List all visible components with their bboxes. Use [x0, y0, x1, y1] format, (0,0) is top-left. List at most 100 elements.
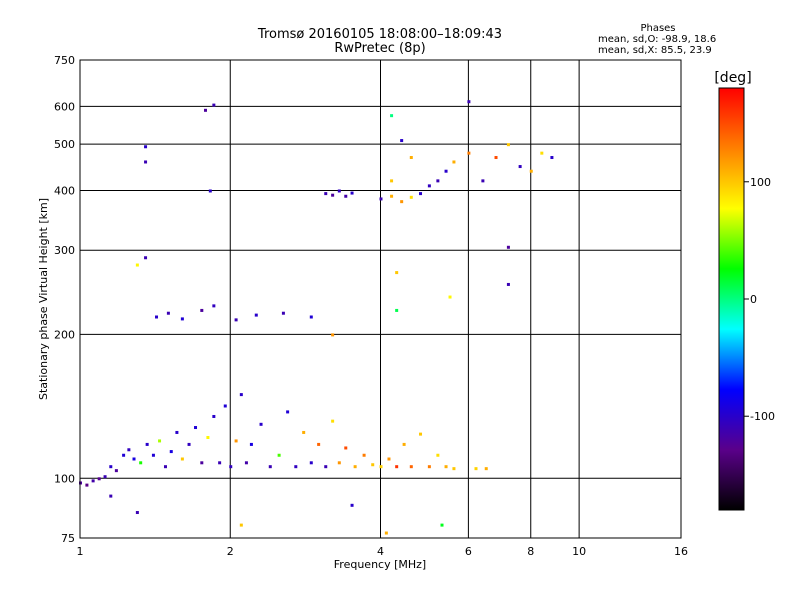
- data-point-81: [444, 169, 448, 173]
- data-point-37: [317, 442, 321, 446]
- data-point-62: [200, 308, 204, 312]
- data-point-103: [395, 271, 399, 275]
- data-point-57: [144, 256, 148, 260]
- data-point-13: [158, 439, 162, 443]
- data-point-96: [212, 103, 216, 107]
- data-point-94: [144, 160, 148, 164]
- x-tick-label-3: 6: [465, 545, 472, 558]
- data-point-85: [494, 156, 498, 160]
- y-tick-label-5: 500: [54, 138, 75, 151]
- data-point-70: [331, 193, 335, 197]
- data-point-52: [436, 453, 440, 457]
- x-tick-label-6: 16: [674, 545, 688, 558]
- phase-stats-o: mean, sd,O: -98.9, 18.6: [598, 34, 717, 45]
- data-point-15: [169, 450, 173, 454]
- data-point-66: [281, 311, 285, 315]
- data-point-38: [324, 465, 328, 469]
- data-point-110: [440, 523, 444, 527]
- data-point-14: [163, 465, 167, 469]
- data-point-111: [109, 494, 113, 498]
- data-point-54: [452, 467, 456, 471]
- data-point-63: [212, 304, 216, 308]
- data-point-64: [234, 318, 238, 322]
- data-point-58: [135, 263, 139, 267]
- data-point-11: [145, 442, 149, 446]
- x-axis-label: Frequency [MHz]: [334, 558, 426, 571]
- x-tick-label-1: 2: [227, 545, 234, 558]
- data-point-72: [344, 194, 348, 198]
- data-point-3: [97, 477, 101, 481]
- data-point-53: [444, 465, 448, 469]
- data-point-95: [203, 108, 207, 112]
- phase-stats: Phases mean, sd,O: -98.9, 18.6 mean, sd,…: [598, 23, 718, 56]
- data-point-83: [467, 151, 471, 155]
- data-point-27: [239, 393, 243, 397]
- y-tick-label-4: 400: [54, 184, 75, 197]
- data-point-104: [448, 295, 452, 299]
- data-point-26: [234, 439, 238, 443]
- data-point-33: [286, 410, 290, 414]
- data-point-24: [223, 404, 227, 408]
- data-point-47: [395, 465, 399, 469]
- data-point-19: [194, 426, 198, 430]
- colorbar-tick-label-1: 0: [750, 293, 757, 306]
- data-point-76: [400, 200, 404, 204]
- data-point-105: [390, 114, 394, 118]
- data-point-16: [175, 430, 179, 434]
- data-point-98: [467, 100, 471, 104]
- data-point-42: [353, 465, 357, 469]
- colorbar-unit-label: [deg]: [714, 70, 751, 86]
- x-tick-label-5: 10: [572, 545, 586, 558]
- data-point-93: [144, 145, 148, 149]
- data-point-43: [362, 453, 366, 457]
- data-point-7: [122, 453, 126, 457]
- data-point-46: [387, 457, 391, 461]
- data-point-41: [344, 446, 348, 450]
- data-point-20: [200, 461, 204, 465]
- data-point-39: [331, 419, 335, 423]
- data-point-50: [419, 432, 423, 436]
- data-point-18: [187, 442, 191, 446]
- chart-subtitle: RwPretec (8p): [334, 41, 426, 56]
- data-point-100: [506, 245, 510, 249]
- data-point-5: [109, 465, 113, 469]
- data-point-99: [400, 139, 404, 143]
- data-point-92: [409, 156, 413, 160]
- data-point-73: [350, 191, 354, 195]
- data-point-65: [254, 313, 258, 317]
- data-point-31: [268, 465, 272, 469]
- data-point-97: [208, 189, 212, 193]
- data-point-45: [379, 465, 383, 469]
- data-point-109: [384, 531, 388, 535]
- data-point-69: [324, 192, 328, 196]
- data-point-23: [218, 461, 222, 465]
- data-point-59: [155, 315, 159, 319]
- x-tick-label-4: 8: [527, 545, 534, 558]
- data-point-10: [139, 461, 143, 465]
- chart-title: Tromsø 20160105 18:08:00–18:09:43: [257, 27, 503, 42]
- data-point-34: [294, 465, 298, 469]
- data-point-6: [114, 469, 118, 473]
- data-point-25: [229, 465, 233, 469]
- data-point-9: [132, 457, 136, 461]
- data-point-75: [390, 194, 394, 198]
- data-point-36: [309, 461, 313, 465]
- data-point-89: [540, 151, 544, 155]
- data-point-106: [135, 511, 139, 515]
- data-point-1: [85, 483, 89, 487]
- data-point-107: [239, 523, 243, 527]
- data-point-82: [452, 160, 456, 164]
- plot-frame: [79, 59, 682, 539]
- data-point-48: [402, 442, 406, 446]
- data-point-29: [249, 442, 253, 446]
- data-point-28: [244, 461, 248, 465]
- data-point-91: [390, 179, 394, 183]
- y-tick-label-3: 300: [54, 244, 75, 257]
- data-point-51: [427, 465, 431, 469]
- data-point-78: [419, 192, 423, 196]
- data-point-56: [484, 467, 488, 471]
- data-point-32: [277, 453, 281, 457]
- data-point-4: [103, 475, 107, 479]
